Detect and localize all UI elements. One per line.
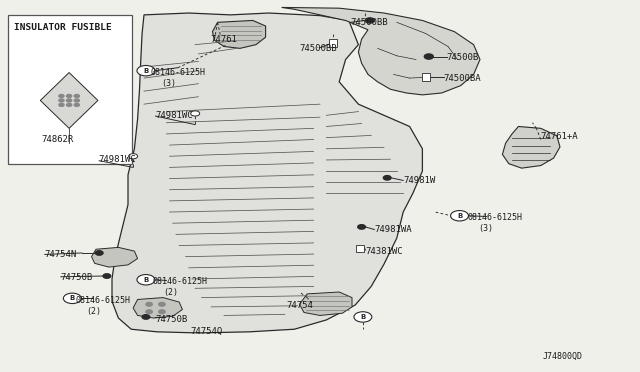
Text: 74500BB: 74500BB <box>300 44 337 53</box>
Text: 74754N: 74754N <box>45 250 77 259</box>
Circle shape <box>383 176 391 180</box>
Text: 74750B: 74750B <box>61 273 93 282</box>
Circle shape <box>67 99 72 102</box>
Circle shape <box>137 65 155 76</box>
Text: 08146-6125H: 08146-6125H <box>467 213 522 222</box>
Circle shape <box>159 302 165 306</box>
Text: 74981W: 74981W <box>403 176 435 185</box>
Text: J74800QD: J74800QD <box>543 352 583 361</box>
Text: (3): (3) <box>479 224 493 233</box>
Text: 74750B: 74750B <box>155 315 187 324</box>
Text: B: B <box>70 295 75 301</box>
Circle shape <box>74 103 79 106</box>
Circle shape <box>59 99 64 102</box>
Bar <box>422 73 430 81</box>
Circle shape <box>67 94 72 97</box>
Circle shape <box>365 18 374 23</box>
Circle shape <box>95 251 103 255</box>
Text: B: B <box>143 68 148 74</box>
Circle shape <box>142 315 150 319</box>
Circle shape <box>146 310 152 314</box>
Polygon shape <box>92 247 138 267</box>
Text: 74862R: 74862R <box>42 135 74 144</box>
Bar <box>329 39 337 46</box>
Text: 74761: 74761 <box>210 35 237 44</box>
Text: INSULATOR FUSIBLE: INSULATOR FUSIBLE <box>14 23 112 32</box>
Circle shape <box>191 111 200 116</box>
Circle shape <box>74 99 79 102</box>
Text: 08146-6125H: 08146-6125H <box>152 277 207 286</box>
Text: 08146-6125H: 08146-6125H <box>150 68 205 77</box>
Polygon shape <box>282 7 480 95</box>
Circle shape <box>63 293 81 304</box>
Circle shape <box>358 225 365 229</box>
Polygon shape <box>212 20 266 48</box>
Circle shape <box>159 310 165 314</box>
FancyBboxPatch shape <box>8 15 132 164</box>
Text: (2): (2) <box>163 288 178 297</box>
Circle shape <box>146 302 152 306</box>
Text: B: B <box>457 213 462 219</box>
Circle shape <box>137 275 155 285</box>
Text: 74754: 74754 <box>287 301 314 310</box>
Text: 74500BB: 74500BB <box>351 18 388 27</box>
Text: 74754Q: 74754Q <box>191 327 223 336</box>
Polygon shape <box>502 126 560 168</box>
Circle shape <box>103 274 111 278</box>
Text: 74981WA: 74981WA <box>374 225 412 234</box>
Text: 74981WC: 74981WC <box>98 155 136 164</box>
Circle shape <box>67 103 72 106</box>
Bar <box>356 245 364 252</box>
Circle shape <box>424 54 433 59</box>
Text: 74981WC: 74981WC <box>156 111 193 120</box>
Circle shape <box>59 94 64 97</box>
Text: 74500B: 74500B <box>447 53 479 62</box>
Text: 74381WC: 74381WC <box>365 247 403 256</box>
Text: 74761+A: 74761+A <box>541 132 579 141</box>
Polygon shape <box>133 298 182 318</box>
Circle shape <box>59 103 64 106</box>
Text: (2): (2) <box>86 307 101 316</box>
Polygon shape <box>300 292 352 315</box>
Circle shape <box>129 154 138 159</box>
Polygon shape <box>112 13 422 333</box>
Text: B: B <box>143 277 148 283</box>
Text: 74500BA: 74500BA <box>444 74 481 83</box>
Circle shape <box>74 94 79 97</box>
Text: (3): (3) <box>161 79 176 88</box>
Text: 08146-6125H: 08146-6125H <box>76 296 131 305</box>
Circle shape <box>451 211 468 221</box>
Circle shape <box>354 312 372 322</box>
Text: B: B <box>360 314 365 320</box>
Polygon shape <box>40 73 98 128</box>
